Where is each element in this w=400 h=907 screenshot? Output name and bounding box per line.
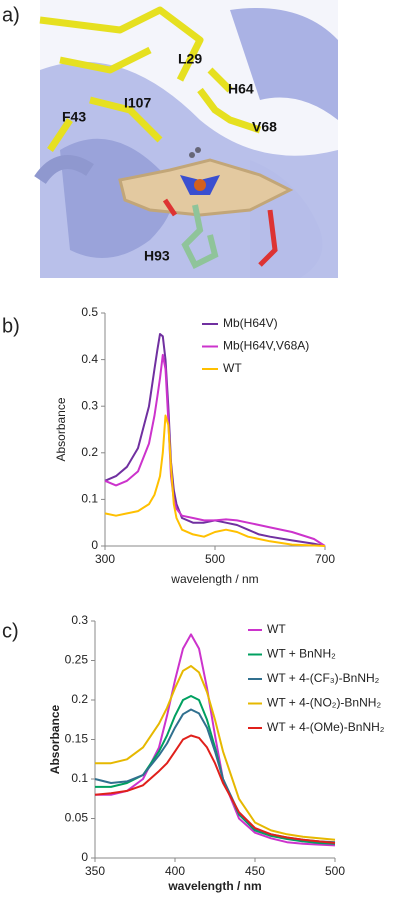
ribbon	[34, 155, 94, 185]
x-tick-label: 350	[85, 864, 105, 878]
iron	[194, 179, 206, 191]
legend-label: WT	[223, 361, 242, 375]
y-tick-label: 0.25	[65, 653, 89, 667]
panel-label: b)	[2, 315, 20, 337]
y-tick-label: 0.05	[65, 811, 89, 825]
panel-label: c)	[2, 620, 19, 642]
y-tick-label: 0.3	[71, 613, 88, 627]
legend-label: WT + BnNH₂	[267, 647, 336, 661]
series-line	[95, 665, 336, 841]
x-axis-label: wavelength / nm	[170, 572, 258, 586]
y-tick-label: 0.1	[81, 492, 98, 506]
sticks	[39, 6, 262, 152]
legend-label: Mb(H64V)	[223, 316, 278, 330]
structure-label: L29	[178, 51, 202, 67]
x-tick-label: 500	[325, 864, 345, 878]
structure-label: V68	[252, 119, 277, 135]
x-tick-label: 300	[95, 552, 115, 566]
x-tick-label: 400	[165, 864, 185, 878]
y-axis-label: Absorbance	[48, 705, 62, 775]
x-tick-label: 450	[245, 864, 265, 878]
panel-label: a)	[2, 4, 20, 26]
structure-label: H64	[228, 81, 254, 97]
x-tick-label: 700	[315, 552, 335, 566]
series-line	[104, 414, 326, 547]
structure-label: H93	[144, 248, 170, 264]
ligand-dot	[189, 152, 195, 158]
legend-label: WT + 4-(CF₃)-BnNH₂	[267, 671, 380, 685]
y-tick-label: 0.15	[65, 732, 89, 746]
carboxylates	[162, 198, 278, 267]
legend-label: WT	[267, 622, 286, 636]
structure-image	[34, 0, 338, 279]
x-tick-label: 500	[205, 552, 225, 566]
y-axis-label: Absorbance	[54, 397, 68, 461]
y-tick-label: 0	[91, 538, 98, 552]
structure-label: F43	[62, 109, 86, 125]
y-tick-label: 0.1	[71, 771, 88, 785]
h93-sticks	[181, 204, 219, 270]
series-line	[104, 353, 326, 547]
y-tick-label: 0.2	[71, 692, 88, 706]
y-tick-label: 0	[81, 850, 88, 864]
y-tick-label: 0.4	[81, 352, 98, 366]
y-tick-label: 0.5	[81, 305, 98, 319]
ribbon	[230, 8, 338, 120]
structure-label: I107	[124, 95, 151, 111]
y-tick-label: 0.2	[81, 445, 98, 459]
series-line	[95, 633, 336, 847]
y-tick-label: 0.3	[81, 398, 98, 412]
x-axis-label: wavelength / nm	[167, 879, 261, 893]
series-line	[104, 333, 326, 547]
legend-label: WT + 4-(OMe)-BnNH₂	[267, 720, 385, 734]
legend-label: Mb(H64V,V68A)	[223, 339, 309, 353]
legend-label: WT + 4-(NO₂)-BnNH₂	[267, 696, 381, 710]
series-line	[94, 734, 336, 844]
ligand-dot	[195, 147, 201, 153]
